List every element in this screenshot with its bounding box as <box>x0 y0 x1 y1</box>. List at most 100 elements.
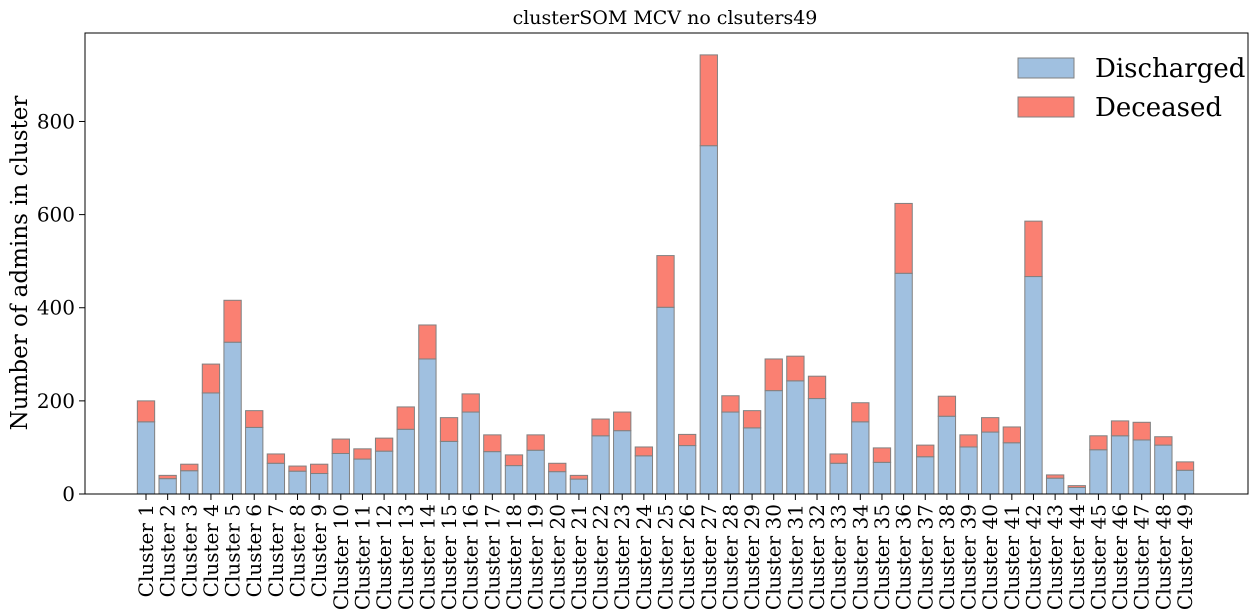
x-tick-label: Cluster 5 <box>221 504 245 597</box>
bar-deceased-21 <box>569 474 589 480</box>
x-tick-label: Cluster 1 <box>134 504 158 597</box>
x-tick-label: Cluster 3 <box>177 504 201 597</box>
plot-frame <box>84 32 1249 495</box>
bar-discharged-10 <box>331 452 350 495</box>
bar-deceased-4 <box>201 363 221 394</box>
bar-discharged-43 <box>1045 477 1065 495</box>
x-tick-label: Cluster 18 <box>502 504 526 610</box>
x-tick-label: Cluster 22 <box>589 504 613 610</box>
x-tick-label: Cluster 20 <box>545 504 569 610</box>
y-axis-label: Number of admins in cluster <box>7 96 33 431</box>
bar-deceased-20 <box>548 462 567 473</box>
x-tick-label: Cluster 26 <box>675 504 699 610</box>
bar-deceased-24 <box>634 446 654 457</box>
bar-deceased-11 <box>353 448 372 460</box>
bar-deceased-31 <box>786 355 805 382</box>
bar-deceased-1 <box>136 400 156 423</box>
bar-discharged-14 <box>418 358 437 495</box>
bar-deceased-40 <box>981 417 1000 433</box>
bar-deceased-19 <box>526 434 545 451</box>
x-tick-label: Cluster 41 <box>1000 504 1024 610</box>
x-tick-label: Cluster 2 <box>156 504 180 597</box>
x-tick-label: Cluster 10 <box>329 504 353 610</box>
legend-swatch-deceased <box>1017 96 1075 118</box>
x-tick-label: Cluster 44 <box>1065 504 1089 610</box>
bar-discharged-11 <box>353 458 372 495</box>
x-tick-label: Cluster 34 <box>848 504 872 610</box>
bar-discharged-33 <box>829 462 848 495</box>
bar-deceased-14 <box>418 324 437 360</box>
x-tick-label: Cluster 11 <box>350 504 374 610</box>
bar-discharged-22 <box>591 435 610 495</box>
y-tick-label: 0 <box>62 482 75 506</box>
bar-deceased-2 <box>158 474 177 480</box>
bar-discharged-5 <box>223 341 242 495</box>
bar-deceased-28 <box>721 395 740 413</box>
x-tick-label: Cluster 37 <box>913 504 937 610</box>
x-tick-label: Cluster 19 <box>524 504 548 610</box>
bar-deceased-35 <box>872 447 892 463</box>
bar-discharged-49 <box>1175 469 1195 495</box>
x-tick-label: Cluster 28 <box>718 504 742 610</box>
bar-deceased-41 <box>1002 426 1021 444</box>
bar-discharged-24 <box>634 455 654 495</box>
bar-deceased-6 <box>245 410 264 428</box>
bar-discharged-34 <box>851 421 870 495</box>
bar-discharged-28 <box>721 411 740 495</box>
bar-discharged-31 <box>786 380 805 495</box>
x-tick-label: Cluster 32 <box>805 504 829 610</box>
bar-discharged-45 <box>1089 449 1108 495</box>
bar-deceased-38 <box>937 395 957 417</box>
bar-discharged-39 <box>959 446 978 495</box>
bar-deceased-44 <box>1067 485 1086 488</box>
bar-discharged-44 <box>1067 486 1086 495</box>
bar-deceased-9 <box>310 463 329 475</box>
bar-deceased-12 <box>374 437 394 452</box>
bar-deceased-49 <box>1175 461 1195 471</box>
bar-deceased-13 <box>396 406 415 430</box>
bar-discharged-32 <box>807 398 827 495</box>
bar-deceased-7 <box>266 453 286 464</box>
bar-deceased-42 <box>1024 220 1043 278</box>
bar-deceased-22 <box>591 418 610 437</box>
bar-deceased-26 <box>677 433 697 447</box>
bar-deceased-34 <box>851 402 870 423</box>
bar-discharged-8 <box>288 470 307 495</box>
bar-discharged-29 <box>742 427 762 495</box>
x-tick-label: Cluster 35 <box>870 504 894 610</box>
bar-discharged-23 <box>613 430 632 495</box>
x-tick-label: Cluster 4 <box>199 504 223 597</box>
bar-discharged-47 <box>1132 439 1151 495</box>
bar-discharged-27 <box>699 145 718 495</box>
bar-discharged-38 <box>937 415 957 495</box>
bar-deceased-39 <box>959 434 978 448</box>
bar-deceased-30 <box>764 358 783 392</box>
x-tick-label: Cluster 43 <box>1043 504 1067 610</box>
x-tick-label: Cluster 42 <box>1021 504 1045 610</box>
x-tick-label: Cluster 27 <box>697 504 721 610</box>
bar-deceased-16 <box>461 393 480 413</box>
bar-deceased-43 <box>1045 474 1065 479</box>
bar-deceased-8 <box>288 465 307 472</box>
bar-discharged-3 <box>180 470 199 495</box>
bar-deceased-48 <box>1154 436 1173 446</box>
bar-discharged-6 <box>245 426 264 495</box>
bar-discharged-9 <box>310 473 329 495</box>
bar-deceased-17 <box>483 434 502 453</box>
y-axis: 0 200 400 600 800 <box>37 109 85 506</box>
x-tick-label: Cluster 17 <box>480 504 504 610</box>
x-tick-label: Cluster 39 <box>957 504 981 610</box>
bar-deceased-46 <box>1110 420 1130 437</box>
x-tick-label: Cluster 23 <box>610 504 634 610</box>
bar-deceased-33 <box>829 453 848 464</box>
bar-discharged-21 <box>569 478 589 495</box>
y-tick-label: 800 <box>37 109 75 133</box>
x-tick-label: Cluster 8 <box>286 504 310 597</box>
y-tick-label: 600 <box>37 203 75 227</box>
bar-discharged-12 <box>374 450 394 495</box>
bar-discharged-46 <box>1110 435 1130 495</box>
bar-discharged-18 <box>504 465 524 495</box>
bar-discharged-36 <box>894 272 913 495</box>
